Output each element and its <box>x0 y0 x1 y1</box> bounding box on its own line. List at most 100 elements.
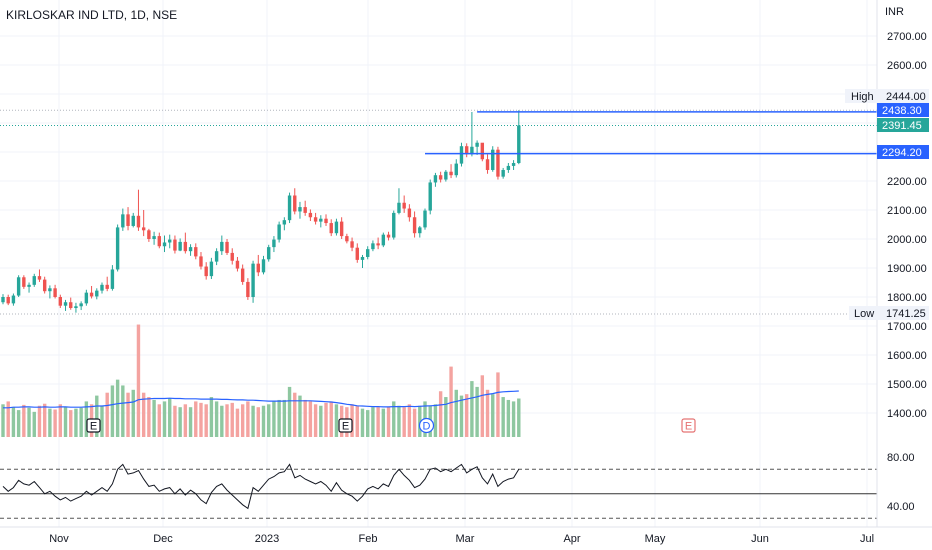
candle[interactable] <box>438 171 443 183</box>
candle[interactable] <box>282 217 287 231</box>
candle[interactable] <box>433 172 438 187</box>
candle[interactable] <box>230 248 234 265</box>
candle[interactable] <box>287 192 292 224</box>
candle[interactable] <box>256 254 260 277</box>
candle[interactable] <box>173 235 177 254</box>
candle[interactable] <box>95 288 99 300</box>
candle[interactable] <box>162 235 167 253</box>
candle[interactable] <box>261 255 266 275</box>
candle[interactable] <box>506 163 511 173</box>
candle[interactable] <box>324 214 328 226</box>
candle[interactable] <box>115 224 120 272</box>
candle[interactable] <box>381 232 386 248</box>
candle[interactable] <box>454 159 458 178</box>
candle[interactable] <box>214 248 219 266</box>
candle[interactable] <box>313 212 318 225</box>
candle[interactable] <box>235 256 240 272</box>
candle[interactable] <box>428 179 432 215</box>
candlesticks[interactable] <box>1 110 521 313</box>
candle[interactable] <box>360 254 365 268</box>
candle[interactable] <box>251 260 255 303</box>
candle[interactable] <box>100 282 104 294</box>
time-axis[interactable]: Nov Dec 2023 Feb Mar Apr May Jun Jul <box>0 526 932 545</box>
candle[interactable] <box>240 264 245 285</box>
candle[interactable] <box>11 293 16 306</box>
candle[interactable] <box>308 209 313 222</box>
candle[interactable] <box>350 237 354 252</box>
candle[interactable] <box>267 244 271 262</box>
candle[interactable] <box>178 238 182 252</box>
candle[interactable] <box>63 299 68 311</box>
candle[interactable] <box>376 237 380 250</box>
candle[interactable] <box>339 217 344 239</box>
candle[interactable] <box>511 160 516 170</box>
candle[interactable] <box>371 240 375 252</box>
candle[interactable] <box>147 228 151 242</box>
candle[interactable] <box>423 208 427 230</box>
candle[interactable] <box>496 146 500 180</box>
earnings-marker[interactable]: E <box>338 418 353 433</box>
candle[interactable] <box>491 146 495 172</box>
candle[interactable] <box>246 278 250 300</box>
candle[interactable] <box>194 243 198 260</box>
candle[interactable] <box>480 142 485 162</box>
candle[interactable] <box>37 269 42 282</box>
candle[interactable] <box>69 297 73 310</box>
candle[interactable] <box>209 257 214 280</box>
candle[interactable] <box>444 169 448 182</box>
candle[interactable] <box>402 195 406 213</box>
candle[interactable] <box>22 275 26 289</box>
candle[interactable] <box>27 282 31 293</box>
candle[interactable] <box>501 167 505 179</box>
candle[interactable] <box>329 219 333 237</box>
candle[interactable] <box>225 239 229 255</box>
candle[interactable] <box>517 110 521 165</box>
candle[interactable] <box>277 221 281 243</box>
price-levels[interactable] <box>0 109 877 315</box>
candle[interactable] <box>58 294 63 309</box>
candle[interactable] <box>407 204 412 222</box>
candle[interactable] <box>475 140 479 155</box>
candle[interactable] <box>386 231 391 241</box>
candle[interactable] <box>418 225 422 238</box>
candle[interactable] <box>136 189 141 231</box>
candle[interactable] <box>16 275 21 297</box>
candle[interactable] <box>141 210 146 237</box>
candle[interactable] <box>110 265 115 291</box>
candle[interactable] <box>131 212 135 228</box>
candle[interactable] <box>485 154 490 174</box>
candle[interactable] <box>188 244 193 256</box>
dividend-marker[interactable]: D <box>418 417 435 434</box>
candle[interactable] <box>412 211 417 238</box>
candle[interactable] <box>42 276 47 294</box>
candle[interactable] <box>105 276 109 292</box>
candle[interactable] <box>1 294 5 305</box>
candle[interactable] <box>204 262 208 280</box>
candle[interactable] <box>449 164 453 179</box>
candle[interactable] <box>220 235 224 255</box>
earnings-marker[interactable]: E <box>86 418 101 433</box>
candle[interactable] <box>126 207 130 231</box>
candle[interactable] <box>366 246 370 260</box>
candle[interactable] <box>470 111 474 157</box>
candle[interactable] <box>79 301 83 311</box>
candle[interactable] <box>334 218 339 236</box>
candle[interactable] <box>298 201 302 219</box>
candle[interactable] <box>459 142 464 167</box>
candle[interactable] <box>293 188 297 215</box>
candle[interactable] <box>74 302 78 313</box>
candle[interactable] <box>32 273 36 287</box>
candle[interactable] <box>53 284 57 299</box>
candle[interactable] <box>6 294 10 306</box>
candle[interactable] <box>397 188 401 215</box>
candle[interactable] <box>392 210 396 240</box>
candle[interactable] <box>319 215 323 228</box>
candle[interactable] <box>355 243 359 263</box>
candle[interactable] <box>272 236 276 253</box>
candle[interactable] <box>183 232 188 254</box>
candle[interactable] <box>464 143 469 158</box>
candle[interactable] <box>303 200 307 216</box>
candle[interactable] <box>152 231 156 245</box>
